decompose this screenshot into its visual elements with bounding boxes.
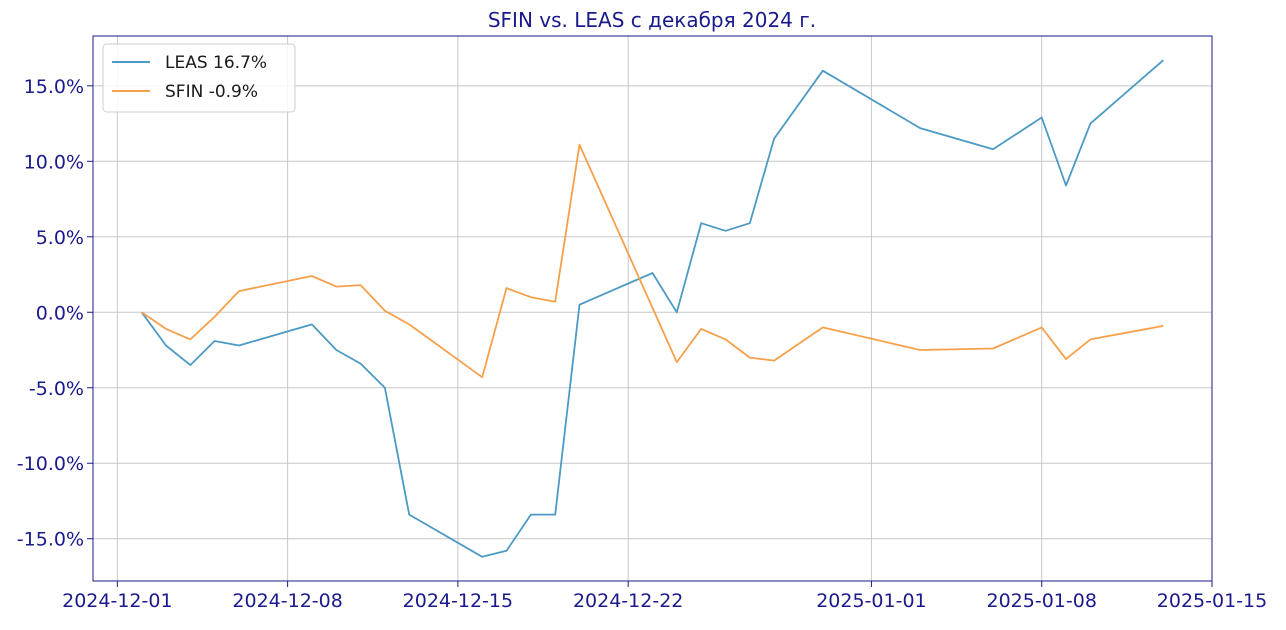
- grid: [93, 36, 1213, 581]
- x-tick-label: 2024-12-22: [573, 590, 683, 612]
- y-tick-label: 15.0%: [24, 76, 84, 98]
- chart-title: SFIN vs. LEAS с декабря 2024 г.: [488, 8, 816, 32]
- y-tick-label: 10.0%: [24, 151, 84, 173]
- x-tick-label: 2025-01-15: [1157, 590, 1267, 612]
- axes: 2024-12-01 2024-12-08 2024-12-15 2024-12-22…: [17, 76, 1267, 612]
- legend-box: [102, 43, 296, 113]
- legend: LEAS 16.7% SFIN -0.9%: [102, 43, 296, 113]
- series-lines: [140, 59, 1164, 558]
- x-tick-label: 2025-01-01: [816, 590, 926, 612]
- series-line-0: [140, 59, 1164, 558]
- legend-label: SFIN -0.9%: [165, 82, 258, 102]
- y-tick-label: 5.0%: [36, 227, 84, 249]
- y-tick-label: 0.0%: [36, 302, 84, 324]
- x-tick-label: 2025-01-08: [987, 590, 1097, 612]
- x-tick-label: 2024-12-08: [232, 590, 342, 612]
- legend-label: LEAS 16.7%: [165, 53, 267, 73]
- series-line-1: [141, 143, 1164, 379]
- y-tick-label: -15.0%: [17, 529, 84, 551]
- y-tick-label: -10.0%: [17, 453, 84, 475]
- y-tick-label: -5.0%: [29, 378, 84, 400]
- x-tick-label: 2024-12-15: [403, 590, 513, 612]
- x-tick-label: 2024-12-01: [62, 590, 172, 612]
- plot-frame: [92, 35, 1213, 582]
